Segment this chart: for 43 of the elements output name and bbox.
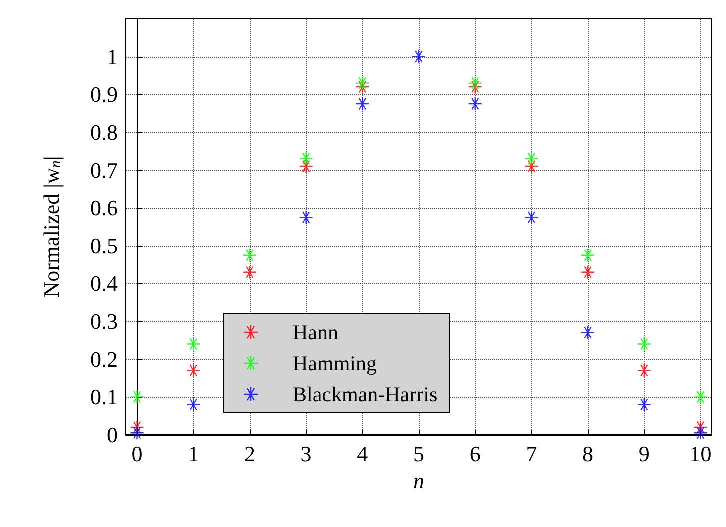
point: [694, 426, 708, 440]
point: [187, 338, 200, 351]
y-tick-label: 0.2: [90, 346, 118, 372]
legend-label: Blackman-Harris: [293, 382, 438, 406]
x-axis-title: n: [414, 468, 424, 494]
point: [638, 398, 651, 412]
point: [300, 211, 313, 224]
point: [412, 50, 426, 64]
x-tick-label: 6: [470, 442, 481, 466]
point: [694, 390, 708, 404]
legend-label: Hamming: [293, 352, 378, 376]
point: [468, 76, 482, 90]
y-tick-label: 0.9: [90, 82, 118, 108]
x-tick-label: 8: [582, 442, 594, 466]
y-tick-label: 0.5: [90, 233, 118, 258]
x-tick-label: 5: [414, 442, 424, 466]
point: [638, 338, 651, 351]
x-tick-label: 10: [690, 442, 712, 466]
x-tick-label: 7: [526, 442, 538, 466]
x-tick-label: 3: [300, 442, 312, 466]
x-tick-label: 9: [638, 442, 650, 466]
point: [525, 211, 538, 224]
y-tick-label: 1: [107, 44, 118, 70]
point: [638, 364, 651, 378]
y-tick-label: 0.4: [90, 271, 118, 296]
x-tick-label: 4: [357, 442, 368, 466]
point: [187, 364, 200, 378]
y-tick-label: 0.7: [90, 158, 118, 183]
point: [130, 390, 144, 404]
point: [300, 152, 313, 166]
point: [130, 426, 144, 440]
x-tick-label: 1: [188, 442, 200, 466]
y-tick-label: 0.1: [90, 384, 118, 410]
legend-label: Hann: [293, 320, 339, 344]
y-tick-label: 0.3: [90, 309, 118, 334]
y-axis-title: Normalized |wn|: [39, 156, 64, 298]
y-tick-label: 0.6: [90, 196, 118, 221]
point: [187, 398, 200, 412]
point: [356, 76, 370, 90]
x-tick-label: 2: [244, 442, 256, 466]
y-tick-label: 0.8: [90, 120, 118, 145]
x-tick-label: 0: [132, 442, 143, 466]
y-tick-label: 0: [107, 422, 118, 448]
